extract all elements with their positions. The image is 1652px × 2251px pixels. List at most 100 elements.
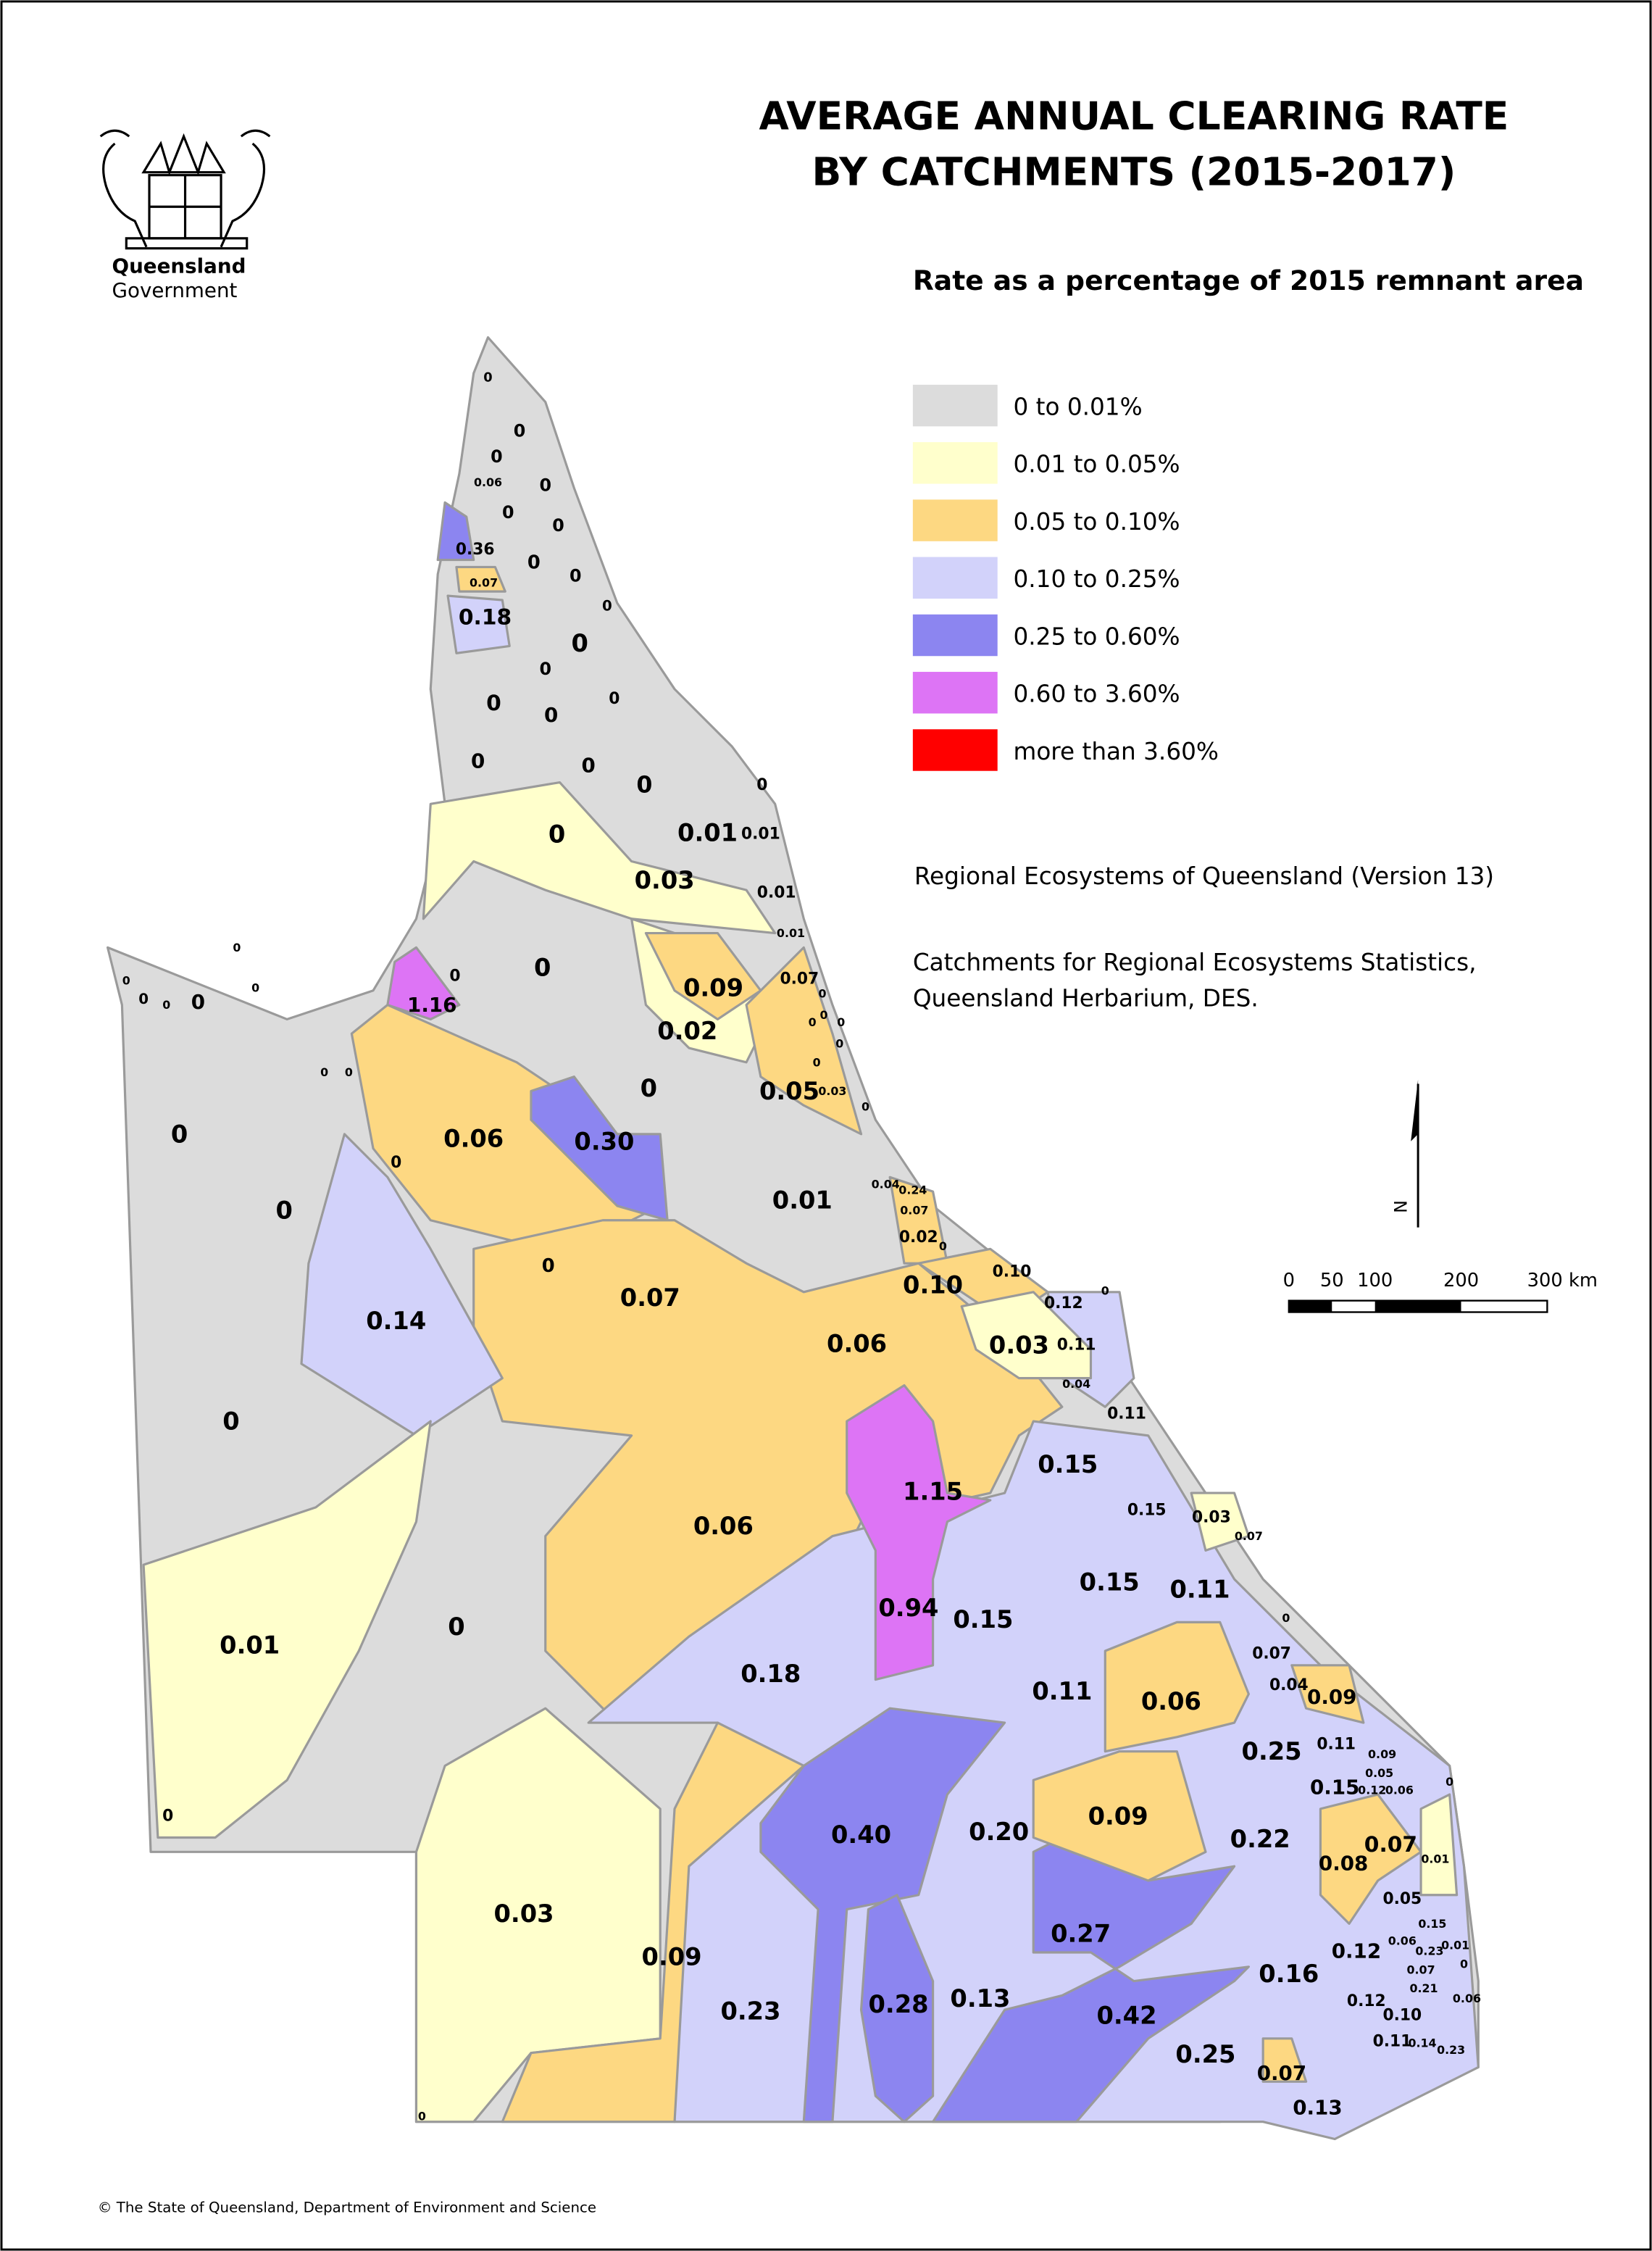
- catchment-rate-label: 0: [837, 1015, 845, 1029]
- catchment-rate-label: 0.03: [989, 1331, 1049, 1360]
- catchment-rate-label: 0: [391, 1154, 401, 1172]
- catchment-region: [1032, 1750, 1207, 1882]
- catchment-rate-label: 0.03: [494, 1900, 554, 1928]
- catchment-region: [300, 1133, 504, 1437]
- catchment-region: [142, 1420, 432, 1839]
- catchment-rate-label: 0.04: [1062, 1377, 1090, 1391]
- catchment-region: [1104, 1620, 1250, 1753]
- catchment-rate-label: 0: [491, 446, 503, 467]
- catchment-region: [859, 1894, 935, 2123]
- legend-label: 0.01 to 0.05%: [1014, 451, 1180, 478]
- catchment-rate-label: 0.04: [872, 1178, 900, 1191]
- source-line-1: Regional Ecosystems of Queensland (Versi…: [914, 862, 1494, 890]
- north-arrow-icon: N: [1390, 1079, 1419, 1228]
- catchment-rate-label: 0.07: [470, 576, 498, 590]
- logo-name: Queensland: [112, 254, 246, 278]
- legend-heading: Rate as a percentage of 2015 remnant are…: [913, 265, 1584, 296]
- catchment-rate-label: 0: [542, 1255, 555, 1277]
- legend-swatch: [912, 557, 998, 599]
- north-label: N: [1390, 1200, 1411, 1213]
- catchment-rate-label: 0: [1460, 1957, 1468, 1971]
- catchment-rate-label: 0.12: [1358, 1784, 1386, 1797]
- catchment-rate-label: 0: [449, 967, 460, 985]
- legend: 0 to 0.01% 0.01 to 0.05% 0.05 to 0.10% 0.10…: [912, 384, 1219, 771]
- catchment-rate-label: 0.15: [953, 1605, 1013, 1634]
- catchment-rate-label: 0: [251, 981, 259, 994]
- catchment-rate-label: 0.12: [1347, 1992, 1386, 2010]
- catchment-region: [1319, 1793, 1422, 1925]
- catchment-rate-label: 0: [582, 753, 596, 777]
- catchment-region: [422, 781, 777, 935]
- catchment-rate-label: 0.20: [969, 1818, 1029, 1846]
- catchment-rate-label: 0.05: [759, 1077, 819, 1105]
- scale-tick-0: 0: [1283, 1270, 1295, 1291]
- catchment-rate-label: 0: [820, 1008, 828, 1022]
- catchment-rate-label: 0.13: [950, 1984, 1010, 2013]
- catchment-rate-label: 0.14: [366, 1307, 426, 1335]
- catchment-rate-label: 0.06: [443, 1124, 504, 1152]
- catchment-rate-label: 0.01: [777, 926, 805, 940]
- catchment-rate-label: 0: [138, 991, 149, 1007]
- catchment-rate-label: 0.07: [1364, 1832, 1417, 1857]
- catchment-rate-label: 0.06: [693, 1512, 754, 1540]
- scale-tick-100: 100: [1357, 1270, 1393, 1291]
- catchment-rate-label: 0.01: [741, 825, 780, 843]
- copyright-credit: © The State of Queensland, Department of…: [98, 2200, 596, 2216]
- catchment-rate-label: 0.15: [1127, 1501, 1167, 1519]
- catchment-rate-label: 0.09: [1307, 1685, 1356, 1709]
- scale-tick-50: 50: [1320, 1270, 1344, 1291]
- catchment-rate-label: 0.11: [1169, 1575, 1230, 1603]
- logo-sub: Government: [112, 278, 238, 302]
- catchment-region: [1419, 1793, 1459, 1897]
- catchment-rate-label: 0.03: [1192, 1508, 1231, 1526]
- catchment-region: [436, 501, 475, 562]
- catchment-rate-label: 0.18: [741, 1660, 801, 1688]
- catchment-region: [386, 946, 461, 1021]
- legend-swatch: [912, 614, 998, 657]
- catchment-rate-label: 0: [813, 1055, 821, 1069]
- catchment-rate-label: 0.07: [1252, 1644, 1291, 1663]
- catchment-rate-label: 0: [276, 1196, 293, 1224]
- catchment-rate-label: 0.36: [456, 541, 495, 559]
- catchment-rate-label: 0.06: [1385, 1784, 1414, 1797]
- catchment-rate-label: 0: [162, 1807, 173, 1825]
- catchment-rate-label: 0.25: [1242, 1737, 1302, 1765]
- catchment-rate-label: 0: [191, 990, 205, 1014]
- legend-label: 0.10 to 0.25%: [1014, 565, 1180, 593]
- catchment-rate-label: 0.06: [1388, 1934, 1417, 1948]
- catchment-rate-label: 0: [171, 1120, 188, 1148]
- catchment-rate-label: 0: [552, 515, 564, 536]
- legend-swatch: [912, 499, 998, 541]
- catchment-rate-label: 0: [809, 1015, 817, 1029]
- catchment-rate-label: 0.09: [642, 1942, 702, 1971]
- catchment-rate-label: 0: [471, 749, 485, 773]
- catchment-region: [745, 946, 863, 1136]
- catchment-rate-label: 0.02: [899, 1228, 938, 1247]
- catchment-rate-label: 0.11: [1032, 1677, 1092, 1705]
- queensland-government-logo: Queensland Government: [99, 129, 271, 302]
- catchment-region: [846, 1384, 992, 1681]
- catchment-rate-label: 0: [514, 420, 526, 441]
- legend-label: more than 3.60%: [1014, 738, 1219, 765]
- catchment-map: [106, 336, 1480, 2141]
- catchment-region: [960, 1291, 1093, 1380]
- catchment-rate-label: 0: [835, 1037, 843, 1051]
- catchment-region: [455, 565, 506, 593]
- catchment-rate-label: 0: [641, 1074, 657, 1102]
- catchment-rate-label: 0: [486, 691, 501, 716]
- catchment-rate-label: 0.23: [1415, 1944, 1443, 1957]
- scale-tick-200: 200: [1443, 1270, 1479, 1291]
- source-line-3: Queensland Herbarium, DES.: [913, 985, 1259, 1012]
- catchment-rate-label: 0.23: [720, 1997, 780, 2026]
- catchment-rate-label: 0: [609, 690, 620, 708]
- catchment-rate-label: 0.05: [1382, 1890, 1422, 1908]
- catchment-rate-label: 0.07: [620, 1283, 680, 1312]
- catchment-rate-label: 0.09: [1368, 1747, 1396, 1761]
- catchment-rate-label: 0.12: [1332, 1939, 1381, 1963]
- catchment-rate-label: 0.15: [1038, 1450, 1098, 1478]
- catchment-rate-label: 0.14: [1409, 2036, 1437, 2050]
- catchment-rate-label: 0: [448, 1613, 464, 1641]
- catchment-rate-label: 0.22: [1230, 1825, 1290, 1853]
- catchment-rate-label: 0: [548, 820, 565, 848]
